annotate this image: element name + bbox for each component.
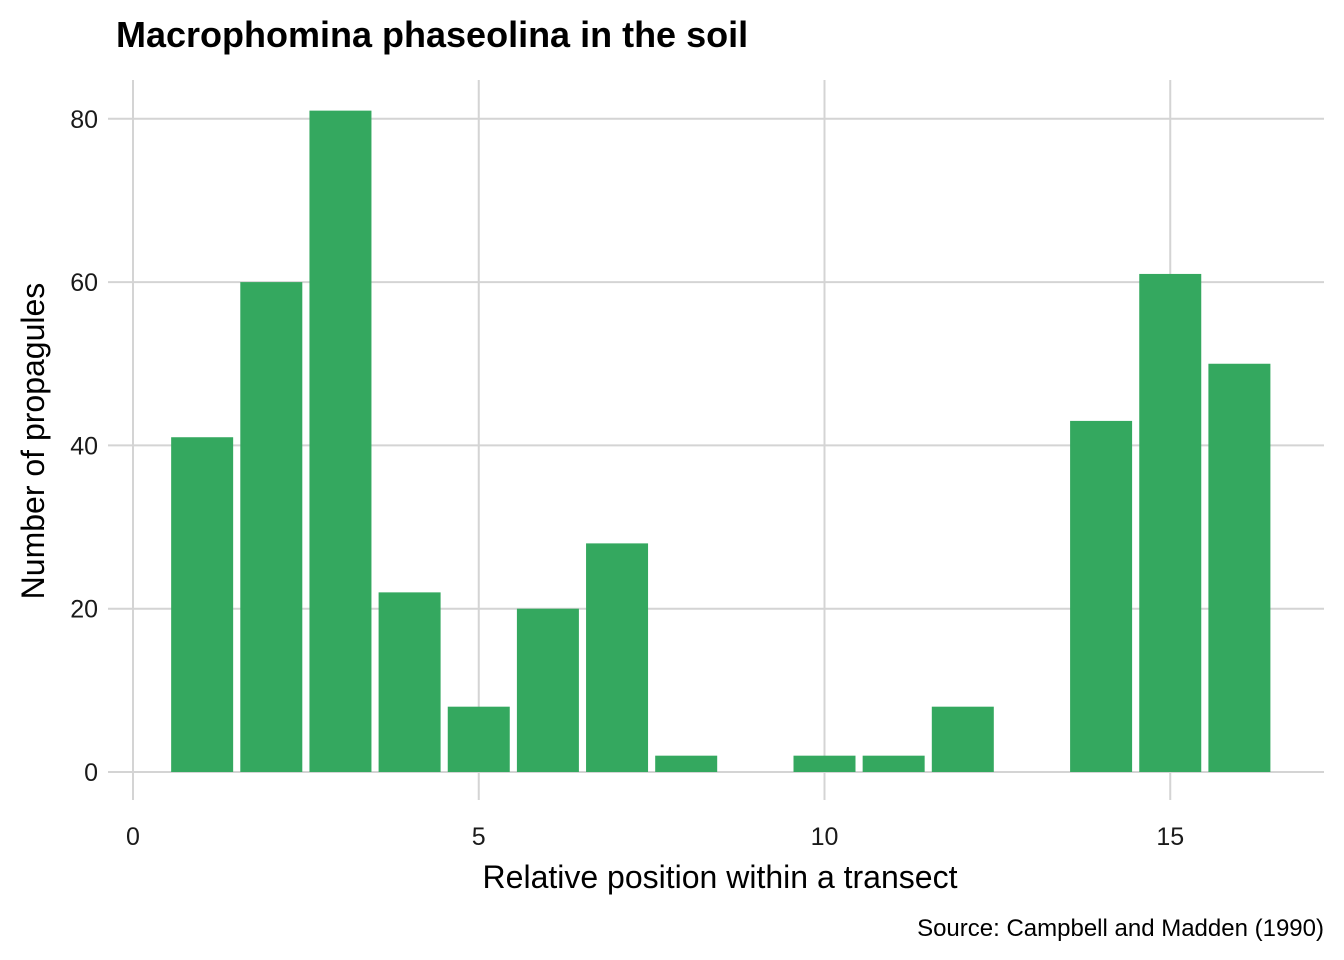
bar <box>586 543 649 772</box>
y-axis-ticks: 0 20 40 60 80 <box>70 106 98 787</box>
bar <box>378 592 441 772</box>
y-tick-label: 40 <box>70 432 98 460</box>
y-tick-label: 20 <box>70 596 98 624</box>
bar <box>516 608 579 772</box>
x-axis-title: Relative position within a transect <box>483 859 958 895</box>
x-axis-ticks: 0 5 10 15 <box>126 823 1184 851</box>
chart-title: Macrophomina phaseolina in the soil <box>116 14 749 55</box>
bar <box>1139 273 1202 772</box>
x-tick-label: 0 <box>126 823 140 851</box>
x-tick-label: 5 <box>472 823 486 851</box>
bar <box>309 110 372 772</box>
y-tick-label: 80 <box>70 106 98 134</box>
bars <box>171 110 1271 772</box>
bar <box>1208 363 1271 772</box>
x-tick-label: 15 <box>1156 823 1184 851</box>
bar <box>862 755 925 772</box>
x-tick-label: 10 <box>811 823 839 851</box>
bar <box>793 755 856 772</box>
bar <box>931 706 994 772</box>
bar <box>1070 420 1133 772</box>
bar <box>655 755 718 772</box>
bar <box>171 437 234 772</box>
source-caption: Source: Campbell and Madden (1990) <box>917 915 1324 942</box>
bar <box>240 282 303 772</box>
y-tick-label: 60 <box>70 269 98 297</box>
bar <box>447 706 510 772</box>
y-tick-label: 0 <box>84 759 98 787</box>
y-axis-title: Number of propagules <box>15 283 51 600</box>
